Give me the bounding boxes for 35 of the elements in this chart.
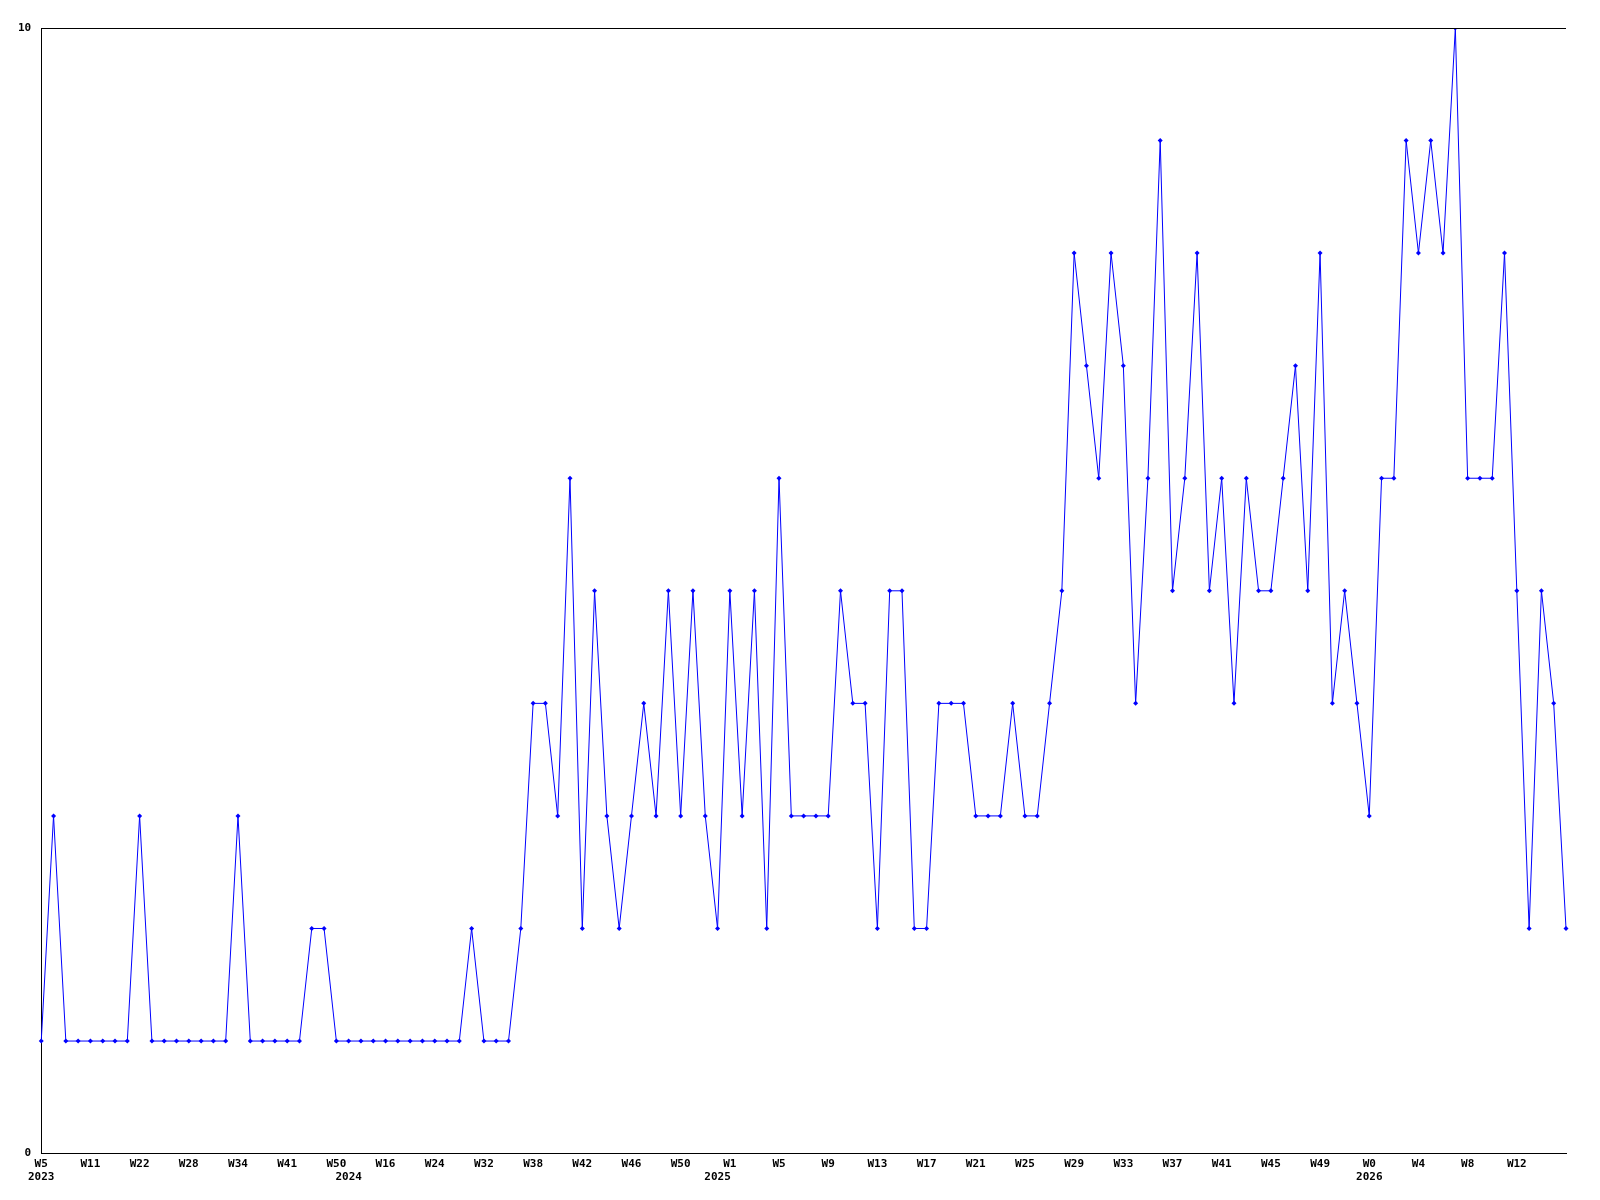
x-tick-label: W21 — [965, 1157, 987, 1171]
x-tick-label: W5 2023 — [28, 1157, 55, 1184]
x-tick-label: W4 — [1411, 1157, 1426, 1171]
x-tick-label: W34 — [228, 1157, 249, 1171]
x-tick-label: W16 — [375, 1157, 396, 1171]
x-tick-label: W8 — [1461, 1157, 1475, 1171]
x-tick-label: W50 — [670, 1157, 691, 1171]
y-tick-label: 10 — [18, 20, 32, 34]
x-tick-label: W25 — [1015, 1157, 1035, 1171]
x-tick-label: W29 — [1064, 1157, 1085, 1171]
y-tick-label: 0 — [24, 1146, 32, 1160]
x-tick-label: W49 — [1310, 1157, 1331, 1171]
x-tick-label: W17 — [916, 1157, 937, 1171]
x-tick-label: W12 — [1506, 1157, 1527, 1171]
x-tick-label: 2025 — [704, 1170, 731, 1184]
x-tick-label: W38 — [523, 1157, 544, 1171]
x-tick-label: W41 — [1211, 1157, 1233, 1171]
x-tick-label: W5 — [772, 1157, 786, 1171]
x-tick-label: W41 — [277, 1157, 298, 1171]
x-tick-label: W45 — [1260, 1157, 1281, 1171]
x-tick-label: W11 — [80, 1157, 101, 1171]
x-tick-label: W0 2026 — [1356, 1157, 1383, 1184]
x-tick-label: W37 — [1162, 1157, 1183, 1171]
x-tick-label: W22 — [129, 1157, 150, 1171]
x-tick-label: W28 — [178, 1157, 199, 1171]
x-tick-label: W24 — [424, 1157, 446, 1171]
x-tick-label: W42 — [572, 1157, 593, 1171]
x-tick-label: W33 — [1113, 1157, 1134, 1171]
x-tick-label: W9 — [821, 1157, 835, 1171]
x-tick-label: 2024 — [335, 1170, 363, 1184]
x-tick-label: W32 — [473, 1157, 494, 1171]
x-tick-label: W1 — [723, 1157, 737, 1171]
x-tick-label: W50 — [326, 1157, 347, 1171]
x-tick-label: W13 — [867, 1157, 888, 1171]
x-tick-label: W46 — [621, 1157, 642, 1171]
